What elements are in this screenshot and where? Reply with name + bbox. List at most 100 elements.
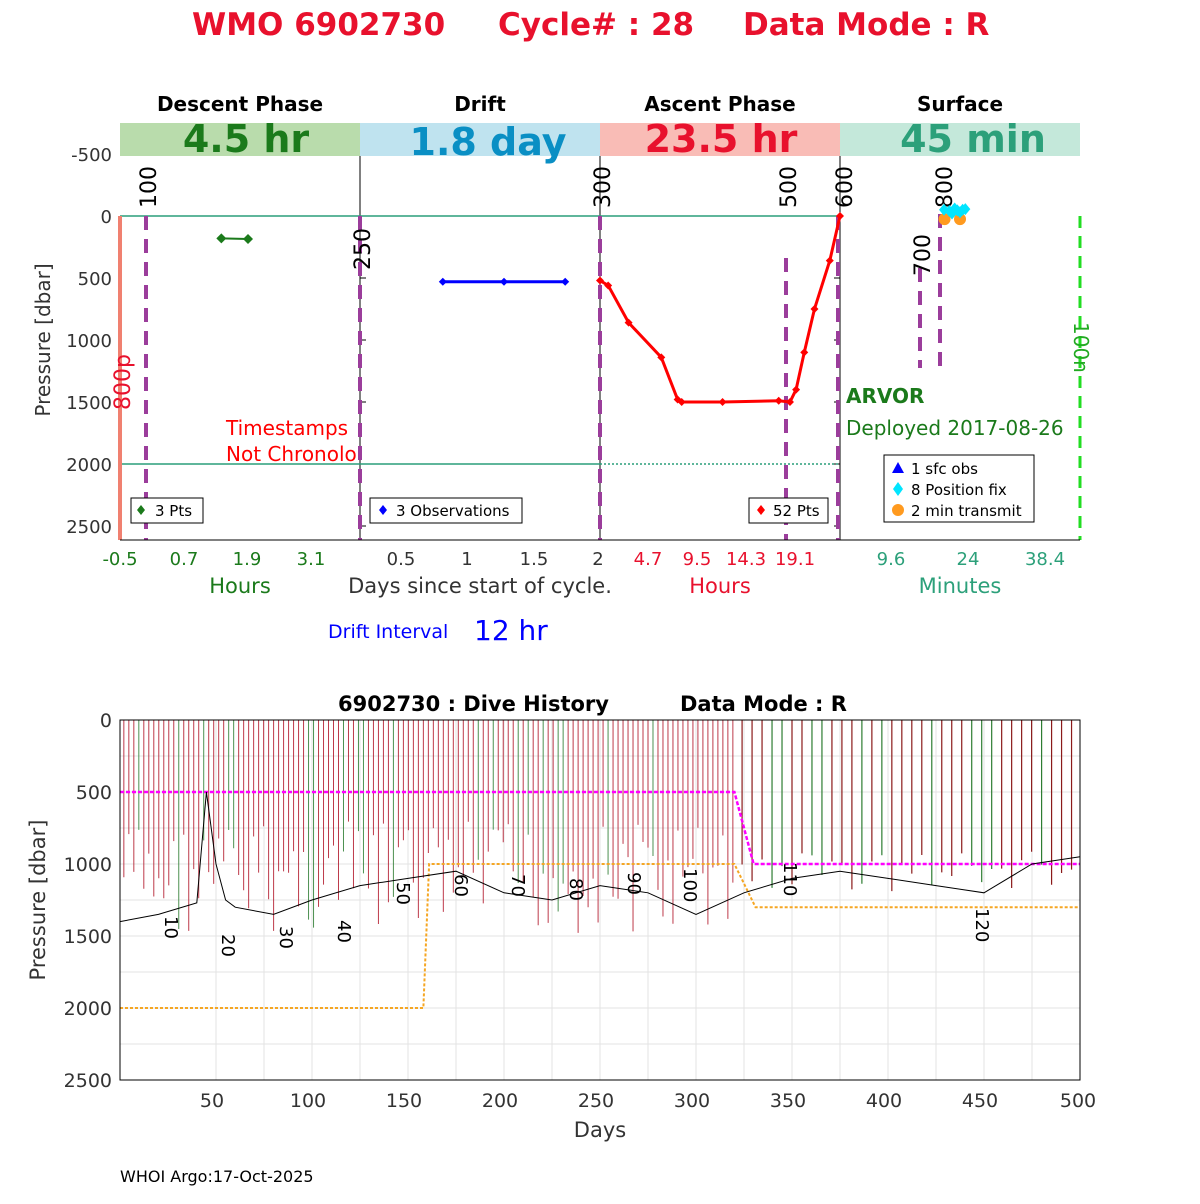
legend-marker	[757, 505, 765, 515]
bottom-x-tick-label: 50	[200, 1090, 224, 1112]
bottom-axes-box	[119, 719, 1081, 1081]
vline-label: 100	[137, 166, 162, 208]
x-axis-label-surface: Minutes	[919, 574, 1002, 598]
cycle-number-label: 60	[450, 874, 471, 897]
phase-band-surface	[840, 123, 1080, 156]
dive-history-mode: Data Mode : R	[680, 692, 847, 716]
bottom-y-tick-label: 2500	[64, 1070, 112, 1092]
bottom-x-tick-label: 500	[1060, 1090, 1096, 1112]
dive-history-title: 6902730 : Dive History	[338, 692, 609, 716]
legend-ascent: 52 Pts	[748, 497, 829, 524]
top-panel: Descent Phase Drift Ascent Phase Surface…	[31, 92, 1093, 647]
deployed-date: Deployed 2017-08-26	[846, 416, 1064, 440]
ascent-point	[836, 212, 844, 220]
ascent-point	[624, 318, 633, 327]
transmit-point	[938, 213, 951, 226]
history-lines	[119, 790, 1081, 1009]
vline-label-800p: 800p	[111, 354, 136, 410]
bottom-x-tick-label: 200	[482, 1090, 518, 1112]
phase-band-descent	[120, 123, 360, 156]
descent-point	[243, 233, 253, 244]
x-tick-label: 19.1	[775, 549, 815, 570]
x-tick-label: 2	[592, 549, 603, 570]
top-y-tick-label: 1000	[66, 331, 112, 352]
phase-title-ascent: Ascent Phase	[644, 92, 795, 116]
top-y-tick-label: -500	[71, 145, 112, 166]
vline-label: 250	[351, 228, 376, 270]
footer-credit: WHOI Argo:17-Oct-2025	[120, 1167, 314, 1186]
phase-title-drift: Drift	[454, 92, 506, 116]
legend-descent: 3 Pts	[130, 497, 204, 524]
bottom-y-tick-label: 0	[100, 710, 112, 732]
vline-label: 700	[911, 234, 936, 276]
bottom-y-tick-label: 2000	[64, 998, 112, 1020]
header-data-mode: Data Mode : R	[743, 7, 990, 43]
drift-point	[561, 277, 570, 286]
cycle-number-label: 50	[392, 882, 413, 905]
ascent-series	[596, 212, 844, 406]
cycle-number-label: 30	[275, 926, 296, 949]
top-y-axis-label: Pressure [dbar]	[31, 263, 55, 416]
legend-surface: 1 sfc obs 8 Position fix 2 min transmit	[883, 454, 1035, 523]
bottom-x-tick-label: 450	[962, 1090, 998, 1112]
bottom-x-axis-label: Days	[574, 1118, 626, 1142]
x-tick-label: 9.5	[683, 549, 712, 570]
descent-point	[216, 233, 227, 244]
top-y-tick-label: 0	[101, 207, 112, 228]
transmit-point	[954, 213, 966, 226]
phase-title-surface: Surface	[917, 92, 1003, 116]
legend-text: 3 Pts	[155, 502, 192, 520]
vline-label: 300	[591, 166, 616, 208]
ascent-point	[677, 398, 686, 406]
legend-marker	[137, 505, 145, 515]
top-y-tick-label: 500	[78, 269, 112, 290]
x-axis-label-ascent: Hours	[689, 574, 751, 598]
cycle-number-label: 40	[333, 920, 354, 943]
cycle-number-label: 10	[160, 916, 181, 939]
vline-label: 500	[777, 166, 802, 208]
drift-point	[500, 277, 508, 286]
phase-band-drift	[360, 123, 600, 156]
vline-label-100n: 100n	[1069, 322, 1093, 373]
drift-series	[438, 277, 570, 286]
phase-duration-drift: 1.8 day	[410, 120, 567, 164]
legend-box	[369, 497, 523, 524]
cycle-number-label: 120	[971, 908, 992, 942]
position-fix-point	[960, 203, 971, 216]
top-y-tick-label: 2500	[66, 517, 112, 538]
x-axis-label-drift: Days since start of cycle.	[348, 574, 612, 598]
ascent-line	[599, 215, 842, 404]
phase-duration-surface: 45 min	[900, 117, 1046, 161]
ascent-point	[596, 276, 604, 285]
x-tick-label: 24	[957, 549, 980, 570]
header-cycle: Cycle# : 28	[498, 7, 694, 43]
legend-text: 2 min transmit	[911, 502, 1022, 520]
descent-series	[216, 233, 253, 244]
drift-interval-label: Drift Interval	[328, 621, 448, 643]
bottom-panel: 6902730 : Dive History Data Mode : R Pre…	[26, 692, 1096, 1142]
x-axis-label-descent: Hours	[209, 574, 271, 598]
cycle-number-label: 110	[779, 862, 800, 896]
x-tick-label: -0.5	[102, 549, 137, 570]
bottom-depth-line	[119, 791, 1081, 923]
top-y-tick-label: 1500	[66, 393, 112, 414]
timestamps-warning-line2: Not Chronolo	[226, 442, 357, 466]
legend-text: 1 sfc obs	[911, 460, 978, 478]
legend-box	[883, 454, 1035, 523]
profile-pressure-line	[120, 863, 1080, 1009]
ascent-point	[785, 398, 794, 406]
phase-band-ascent	[600, 123, 840, 156]
drift-interval-value: 12 hr	[474, 614, 548, 647]
vline-label: 800	[933, 166, 958, 208]
bottom-y-tick-label: 1000	[64, 854, 112, 876]
x-tick-label: 4.7	[634, 549, 663, 570]
legend-drift: 3 Observations	[369, 497, 523, 524]
ascent-point	[604, 281, 613, 290]
legend-marker-diamond	[893, 482, 903, 496]
x-tick-label: 9.6	[877, 549, 906, 570]
bottom-y-tick-label: 1500	[64, 926, 112, 948]
ascent-point	[810, 305, 819, 313]
ascent-point	[825, 256, 834, 265]
ascent-point	[657, 353, 666, 362]
